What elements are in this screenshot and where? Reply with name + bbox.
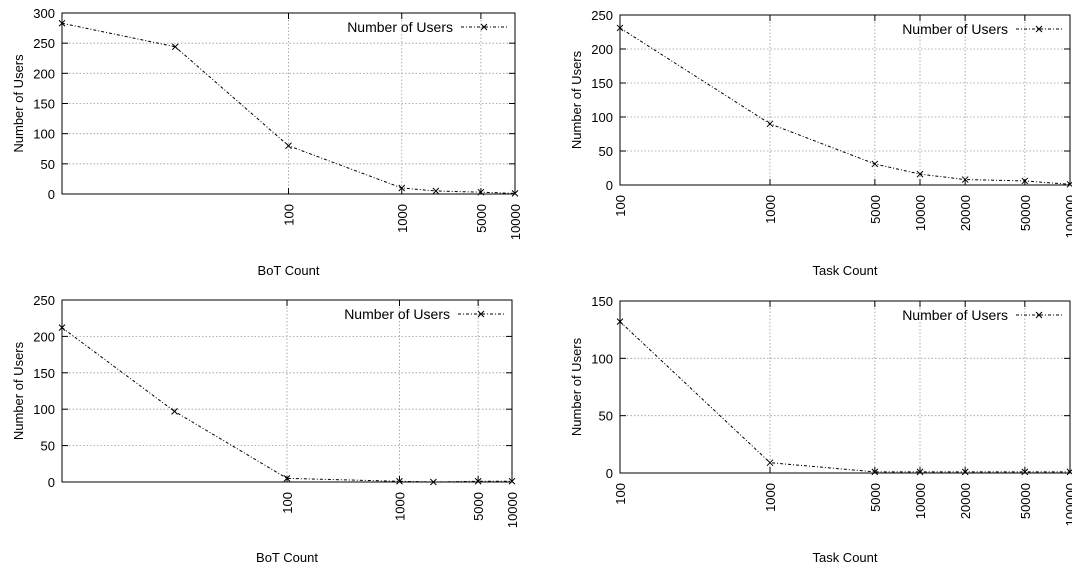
y-tick-label: 200: [591, 42, 613, 57]
y-tick-label: 0: [48, 475, 55, 490]
legend-label: Number of Users: [344, 306, 450, 322]
y-tick-label: 300: [33, 6, 55, 21]
data-point-marker: [916, 170, 924, 178]
data-point-marker: [474, 477, 482, 485]
y-tick-label: 150: [33, 366, 55, 381]
y-tick-label: 250: [33, 293, 55, 308]
y-tick-label: 150: [33, 97, 55, 112]
x-tick-label: 100000: [1063, 195, 1072, 238]
x-tick-label: 50000: [1018, 483, 1033, 519]
data-point-marker: [432, 187, 440, 195]
legend-marker: [1035, 25, 1043, 33]
y-tick-label: 200: [33, 66, 55, 81]
y-tick-label: 50: [599, 144, 613, 159]
x-tick-label: 100: [613, 195, 628, 217]
legend-label: Number of Users: [902, 307, 1008, 323]
y-tick-label: 250: [591, 8, 613, 23]
data-point-marker: [766, 120, 774, 128]
y-tick-label: 50: [599, 409, 613, 424]
x-axis-title: BoT Count: [256, 550, 318, 565]
x-tick-label: 20000: [958, 195, 973, 231]
x-axis-title: BoT Count: [258, 263, 320, 278]
series-line: [619, 27, 1071, 185]
legend-marker: [480, 23, 488, 31]
x-tick-label: 10000: [505, 492, 520, 528]
y-tick-label: 150: [591, 76, 613, 91]
data-point-marker: [961, 176, 969, 183]
data-point-marker: [171, 408, 178, 415]
y-tick-label: 100: [591, 351, 613, 366]
chart-panel-bot-count-top: 0 50 100 150 200 250 300 100 1000 5000 10000 BoT Co…: [11, 6, 523, 278]
y-tick-label: 200: [33, 329, 55, 344]
data-point-marker: [1021, 468, 1029, 476]
data-point-marker: [871, 160, 879, 168]
x-tick-label: 5000: [471, 492, 486, 521]
data-point-marker: [871, 468, 879, 476]
data-point-marker: [171, 43, 179, 51]
data-point-marker: [396, 477, 403, 485]
y-axis-title: Number of Users: [569, 337, 584, 436]
y-tick-label: 0: [606, 466, 613, 481]
x-tick-label: 1000: [395, 204, 410, 233]
x-tick-label: 1000: [393, 492, 408, 521]
data-point-marker: [285, 142, 292, 150]
data-point-marker: [283, 475, 291, 482]
plot-border: [61, 12, 516, 195]
y-tick-label: 100: [591, 110, 613, 125]
series-line: [619, 321, 1070, 473]
x-tick-label: 5000: [868, 483, 883, 512]
data-point-marker: [1021, 177, 1029, 185]
legend-marker: [477, 310, 485, 318]
x-tick-label: 5000: [868, 195, 883, 224]
x-tick-label: 1000: [763, 483, 778, 512]
y-tick-label: 100: [33, 127, 55, 142]
x-tick-label: 1000: [763, 195, 778, 224]
chart-panel-task-count-top: 0 50 100 150 200 250 100 1000 5000 10000 20000 5000…: [569, 8, 1072, 278]
x-tick-label: 5000: [474, 204, 489, 233]
legend-entry: Number of Users: [902, 307, 1062, 323]
x-axis-title: Task Count: [812, 263, 877, 278]
legend-label: Number of Users: [347, 19, 453, 35]
legend-marker: [1035, 311, 1043, 319]
chart-panel-task-count-bottom: 0 50 100 150 100 1000 5000 10000 20000 50000 10000…: [569, 294, 1072, 565]
y-tick-label: 150: [591, 294, 613, 309]
y-tick-label: 100: [33, 402, 55, 417]
x-tick-label: 100: [282, 204, 297, 226]
x-tick-label: 10000: [913, 483, 928, 519]
x-tick-label: 100: [280, 492, 295, 514]
x-tick-label: 100000: [1063, 483, 1072, 526]
plot-border: [619, 14, 1071, 186]
x-tick-label: 20000: [958, 483, 973, 519]
y-tick-label: 50: [41, 439, 55, 454]
chart-panel-bot-count-bottom: 0 50 100 150 200 250 100 1000 5000 10000 BoT Count…: [11, 293, 520, 565]
data-point-marker: [766, 459, 774, 467]
plot-border: [61, 299, 513, 483]
data-point-marker: [398, 184, 406, 192]
y-axis-title: Number of Users: [569, 50, 584, 149]
data-point-marker: [916, 468, 924, 476]
x-axis-title: Task Count: [812, 550, 877, 565]
x-tick-label: 10000: [913, 195, 928, 231]
y-tick-label: 0: [48, 187, 55, 202]
y-tick-label: 50: [41, 157, 55, 172]
x-tick-label: 100: [613, 483, 628, 505]
y-tick-label: 250: [33, 36, 55, 51]
plot-border: [619, 300, 1071, 474]
x-tick-label: 50000: [1018, 195, 1033, 231]
data-point-marker: [961, 468, 969, 476]
y-tick-label: 0: [606, 178, 613, 193]
legend-entry: Number of Users: [902, 21, 1062, 37]
legend-entry: Number of Users: [344, 306, 504, 322]
y-axis-title: Number of Users: [11, 54, 26, 153]
x-tick-label: 10000: [508, 204, 523, 240]
legend-entry: Number of Users: [347, 19, 507, 35]
y-axis-title: Number of Users: [11, 341, 26, 440]
legend-label: Number of Users: [902, 21, 1008, 37]
